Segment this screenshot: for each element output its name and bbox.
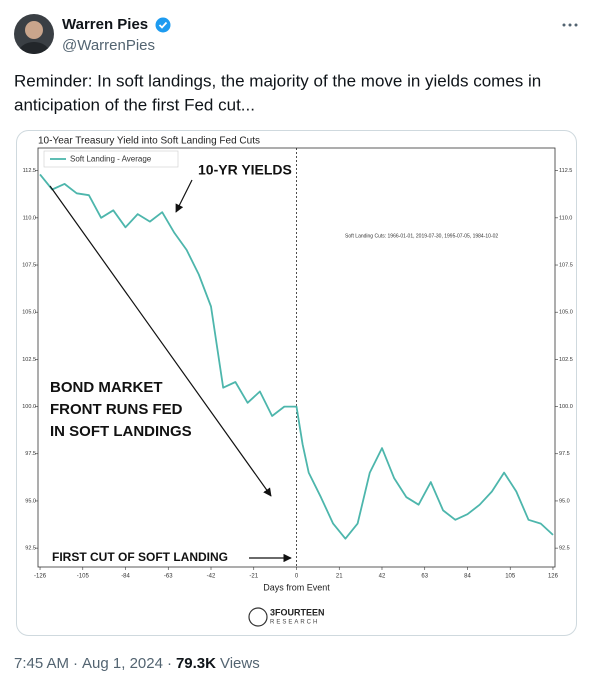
time: 7:45 AM xyxy=(14,655,69,672)
x-tick-label: 84 xyxy=(464,574,471,580)
timestamp: 7:45 AM · Aug 1, 2024 · 79.3K Views xyxy=(14,655,260,672)
legend-label: Soft Landing - Average xyxy=(70,155,152,164)
x-tick-label: -126 xyxy=(34,574,47,580)
y-tick-label: 92.5 xyxy=(25,546,36,552)
y2-tick-label: 105.0 xyxy=(559,310,573,316)
views-count: 79.3K xyxy=(176,655,216,672)
x-tick-label: -84 xyxy=(121,574,130,580)
annotation-arrow xyxy=(175,179,193,213)
y2-tick-label: 97.5 xyxy=(559,451,570,457)
y-tick-label: 97.5 xyxy=(25,451,36,457)
x-tick-label: 42 xyxy=(379,574,386,580)
separator: · xyxy=(167,655,172,672)
y-tick-label: 100.0 xyxy=(22,404,36,410)
logo-icon xyxy=(248,607,268,627)
y-tick-label: 110.0 xyxy=(23,215,36,221)
avatar[interactable] xyxy=(14,14,54,66)
annotation: 10-YR YIELDS xyxy=(198,162,292,178)
annotation: BOND MARKET xyxy=(50,379,163,396)
x-tick-label: 21 xyxy=(336,574,343,580)
x-tick-label: 126 xyxy=(548,574,559,580)
x-tick-label: -63 xyxy=(164,574,173,580)
views-label: Views xyxy=(220,655,260,672)
y-tick-label: 112.5 xyxy=(23,168,36,174)
x-tick-label: -105 xyxy=(77,574,90,580)
tweet-text: anticipation of the first Fed cut... xyxy=(14,95,255,114)
verified-badge xyxy=(155,17,171,33)
x-tick-label: 63 xyxy=(421,574,428,580)
annotation-arrow xyxy=(49,185,272,497)
author-handle[interactable]: @WarrenPies xyxy=(62,37,155,54)
x-tick-label: 0 xyxy=(295,574,299,580)
chart: 10-Year Treasury Yield into Soft Landing… xyxy=(22,136,573,627)
y2-tick-label: 112.5 xyxy=(559,168,572,174)
annotation: FRONT RUNS FED xyxy=(50,401,183,418)
x-axis-label: Days from Event xyxy=(263,582,330,592)
series-line xyxy=(39,173,554,540)
x-tick-label: 105 xyxy=(505,574,516,580)
annotation: FIRST CUT OF SOFT LANDING xyxy=(52,550,228,564)
tweet-text: Reminder: In soft landings, the majority… xyxy=(14,71,541,90)
x-tick-label: -42 xyxy=(207,574,216,580)
y-tick-label: 95.0 xyxy=(25,498,36,504)
author-name[interactable]: Warren Pies xyxy=(62,16,148,33)
date: Aug 1, 2024 xyxy=(82,655,163,672)
y-tick-label: 107.5 xyxy=(22,262,36,268)
chart-title: 10-Year Treasury Yield into Soft Landing… xyxy=(38,136,260,147)
y2-tick-label: 92.5 xyxy=(559,546,570,552)
footer: 7:45 AM · Aug 1, 2024 · 79.3K Views xyxy=(14,655,260,672)
legend-box xyxy=(43,150,179,168)
y-tick-label: 102.5 xyxy=(22,357,36,363)
separator: · xyxy=(73,655,78,672)
annotation: IN SOFT LANDINGS xyxy=(50,423,192,440)
annotation: Soft Landing Cuts: 1966-01-01, 2019-07-3… xyxy=(345,233,498,239)
y-tick-label: 105.0 xyxy=(22,310,36,316)
y2-tick-label: 107.5 xyxy=(559,262,573,268)
more-button[interactable] xyxy=(562,23,578,27)
y2-tick-label: 110.0 xyxy=(559,215,572,221)
logo-name: 3FOURTEEN xyxy=(270,607,325,617)
y2-tick-label: 102.5 xyxy=(559,357,573,363)
logo-sub: RESEARCH xyxy=(270,620,319,626)
y2-tick-label: 95.0 xyxy=(559,498,570,504)
y2-tick-label: 100.0 xyxy=(559,404,573,410)
x-tick-label: -21 xyxy=(249,574,258,580)
